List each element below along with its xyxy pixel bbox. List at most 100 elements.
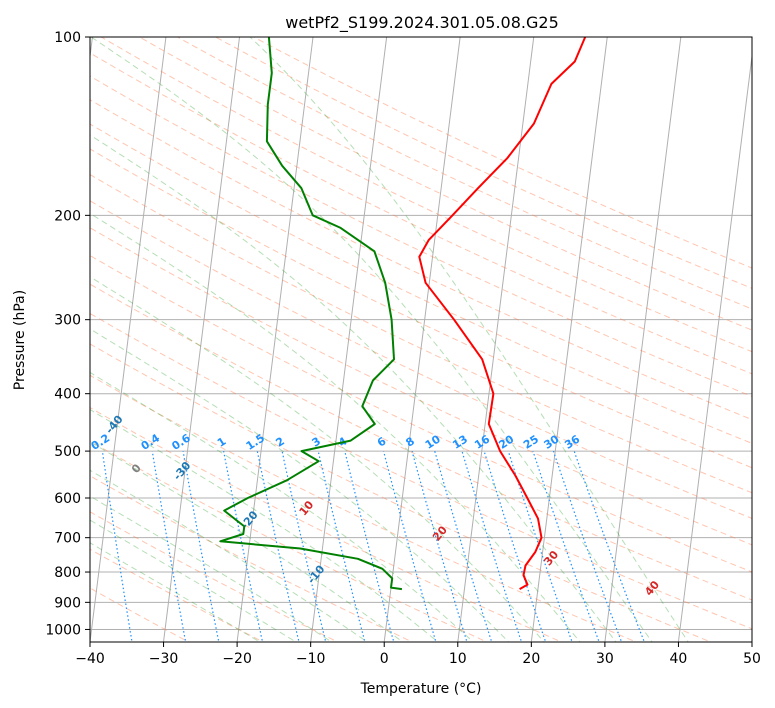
dry-adiabat-line — [90, 475, 414, 642]
y-axis: 1000 900 800 700 600 500 400 300 200 100 — [45, 30, 90, 638]
moist-adiabat-line — [90, 371, 475, 642]
x-tick-label: 0 — [380, 651, 389, 667]
y-tick-label: 900 — [54, 595, 81, 611]
isotherm-label: -20 — [238, 508, 261, 532]
dry-adiabat-line — [90, 75, 752, 397]
moist-adiabat-line — [90, 276, 545, 642]
dry-adiabat-line — [90, 440, 489, 642]
dry-adiabat-line — [176, 37, 752, 310]
isotherm-label: -40 — [103, 413, 126, 437]
mixing-ratio-line — [317, 450, 366, 642]
isotherm-line — [383, 37, 461, 642]
y-axis-title: Pressure (hPa) — [12, 290, 28, 390]
mixing-ratio-line — [383, 450, 437, 642]
dry-adiabat-line — [90, 587, 190, 642]
dry-adiabat-line — [90, 148, 752, 469]
profile-lines — [219, 37, 587, 591]
mixing-ratio-line — [573, 450, 645, 642]
mixing-ratio-line — [223, 450, 264, 642]
moist-adiabat-line — [90, 134, 617, 642]
isotherm-line — [457, 37, 535, 642]
dry-adiabat-line — [214, 37, 752, 289]
dry-adiabat-line — [138, 37, 752, 331]
isotherm-line — [90, 37, 167, 642]
isotherm-line — [530, 37, 608, 642]
mixing-ratio-label: 0.4 — [139, 431, 163, 453]
dry-adiabat-line — [90, 312, 752, 630]
x-axis: −40 −30 −20 −10 0 10 20 30 40 50 — [75, 642, 761, 667]
y-tick-label: 500 — [54, 444, 81, 460]
dry-adiabat-line — [90, 99, 752, 421]
moist-adiabat-label: 10 — [297, 498, 317, 518]
isotherm-line — [677, 52, 752, 642]
y-tick-label: 300 — [54, 313, 81, 329]
moist-adiabat-line — [249, 37, 689, 642]
mixing-ratio-line — [344, 450, 395, 642]
x-tick-label: 50 — [743, 651, 761, 667]
dewpoint-profile-line — [219, 37, 403, 591]
chart-title: wetPf2_S199.2024.301.05.08.G25 — [285, 13, 559, 33]
isotherm-line — [310, 37, 388, 642]
mixing-ratio-line — [434, 450, 493, 642]
mixing-ratio-line — [256, 450, 300, 642]
moist-adiabat-line — [90, 441, 404, 642]
x-tick-label: −10 — [296, 651, 326, 667]
mixing-ratio-line — [532, 450, 600, 642]
x-tick-label: 30 — [596, 651, 614, 667]
mixing-ratio-label: 13 — [450, 433, 470, 452]
moist-adiabat-label: 30 — [541, 548, 561, 568]
mixing-ratio-line — [483, 450, 547, 642]
x-tick-label: 10 — [449, 651, 467, 667]
isotherm-line — [162, 37, 241, 642]
mixing-ratio-line — [56, 451, 83, 644]
isotherm-line — [604, 37, 682, 642]
isotherm-label: -30 — [171, 459, 194, 483]
y-tick-label: 600 — [54, 491, 81, 507]
dry-adiabat-line — [90, 511, 340, 642]
mixing-ratio-label: 0.2 — [89, 431, 112, 453]
x-tick-label: −20 — [222, 651, 252, 667]
skewt-background — [56, 37, 752, 644]
moist-adiabat-label: 0 — [129, 461, 144, 475]
isotherm-line — [236, 37, 314, 642]
mixing-ratio-label: 16 — [472, 432, 492, 451]
mixing-ratio-label: 10 — [423, 432, 443, 451]
mixing-ratio-line — [101, 451, 133, 642]
moist-adiabat-label: 40 — [642, 578, 662, 598]
mixing-ratio-line — [552, 450, 623, 642]
mixing-ratio-label: 36 — [562, 432, 582, 451]
dry-adiabat-line — [90, 200, 752, 519]
mixing-ratio-line — [281, 450, 327, 642]
moist-adiabat-line — [90, 469, 369, 642]
mixing-ratio-label: 8 — [403, 435, 417, 450]
dry-adiabat-line — [90, 254, 752, 573]
x-tick-label: −30 — [149, 651, 179, 667]
dry-adiabat-line — [90, 343, 713, 642]
isotherm-line — [751, 637, 752, 642]
x-tick-label: 20 — [522, 651, 540, 667]
y-tick-label: 400 — [54, 387, 81, 403]
isotherm-label: -50 — [37, 352, 60, 376]
dry-adiabat-line — [90, 227, 752, 546]
dry-adiabat-line — [90, 374, 638, 642]
moist-adiabat-line — [90, 542, 261, 642]
y-tick-label: 800 — [54, 565, 81, 581]
dry-adiabat-line — [90, 407, 563, 642]
mixing-ratio-label: 1 — [215, 435, 229, 450]
plot-frame — [89, 36, 753, 643]
dry-adiabat-line — [90, 123, 752, 444]
mixing-ratio-label: 25 — [521, 433, 541, 452]
dry-adiabat-line — [90, 173, 752, 494]
y-tick-label: 100 — [54, 30, 81, 46]
x-tick-label: −40 — [75, 651, 105, 667]
x-axis-title: Temperature (°C) — [360, 681, 482, 697]
mixing-ratio-line — [461, 450, 523, 642]
dry-adiabat-line — [100, 37, 752, 353]
mixing-ratio-label: 30 — [542, 432, 562, 451]
mixing-ratio-label: 2 — [273, 435, 287, 450]
y-tick-label: 700 — [54, 531, 81, 547]
mixing-ratio-line — [182, 450, 220, 642]
mixing-ratio-line — [507, 450, 573, 642]
moist-adiabat-line — [90, 328, 510, 642]
